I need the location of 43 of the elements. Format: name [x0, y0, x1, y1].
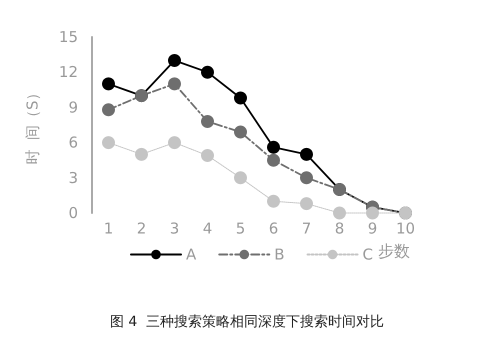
- legend-label: B: [274, 246, 285, 264]
- point: [102, 136, 115, 150]
- y-tick-label: 3: [68, 168, 78, 187]
- point: [366, 206, 379, 220]
- point: [135, 148, 148, 161]
- point: [201, 114, 214, 128]
- point: [267, 154, 280, 167]
- point: [168, 77, 181, 90]
- x-tick-label: 8: [334, 220, 344, 238]
- point: [333, 206, 346, 220]
- x-tick-label: 6: [268, 220, 278, 238]
- x-tick-label: 1: [104, 220, 114, 238]
- x-tick-label: 4: [202, 220, 212, 238]
- point: [234, 126, 247, 139]
- legend-label: A: [186, 246, 197, 264]
- point: [300, 171, 313, 184]
- x-tick-label: 10: [396, 220, 416, 238]
- text: 图 4 三种搜索策略相同深度下搜索时间对比: [110, 314, 384, 330]
- point: [300, 197, 313, 210]
- x-tick-label: 2: [136, 220, 146, 238]
- x-tick-label: 9: [368, 220, 378, 238]
- y-tick-label: 9: [68, 98, 78, 116]
- y-axis-title: 时 间（S）: [24, 85, 42, 165]
- x-tick-label: 7: [302, 220, 312, 238]
- point: [201, 66, 214, 79]
- x-tick-label: 5: [236, 220, 246, 238]
- point: [234, 171, 247, 184]
- y-tick-label: 6: [68, 134, 78, 152]
- point: [300, 148, 313, 161]
- x-tick-label: 3: [170, 220, 180, 238]
- point: [102, 77, 115, 90]
- x-axis-title: 步数: [378, 242, 410, 260]
- point: [102, 103, 115, 116]
- point: [267, 140, 280, 154]
- legend-label: C: [362, 246, 374, 264]
- y-tick-label: 0: [68, 204, 78, 222]
- point: [234, 92, 247, 105]
- point: [168, 136, 181, 150]
- y-tick-label: 15: [58, 28, 78, 46]
- point: [201, 149, 214, 162]
- point: [267, 194, 280, 208]
- y-tick-label: 12: [58, 63, 78, 82]
- point: [168, 54, 181, 67]
